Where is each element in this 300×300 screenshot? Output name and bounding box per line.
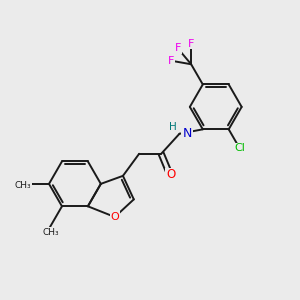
Text: H: H (169, 122, 177, 132)
Text: Cl: Cl (234, 143, 245, 153)
Text: CH₃: CH₃ (42, 228, 59, 237)
Text: O: O (166, 169, 175, 182)
Text: O: O (110, 212, 119, 222)
Text: F: F (167, 56, 174, 66)
Text: F: F (188, 38, 194, 49)
Text: F: F (175, 44, 181, 53)
Text: N: N (182, 127, 192, 140)
Text: CH₃: CH₃ (15, 181, 32, 190)
